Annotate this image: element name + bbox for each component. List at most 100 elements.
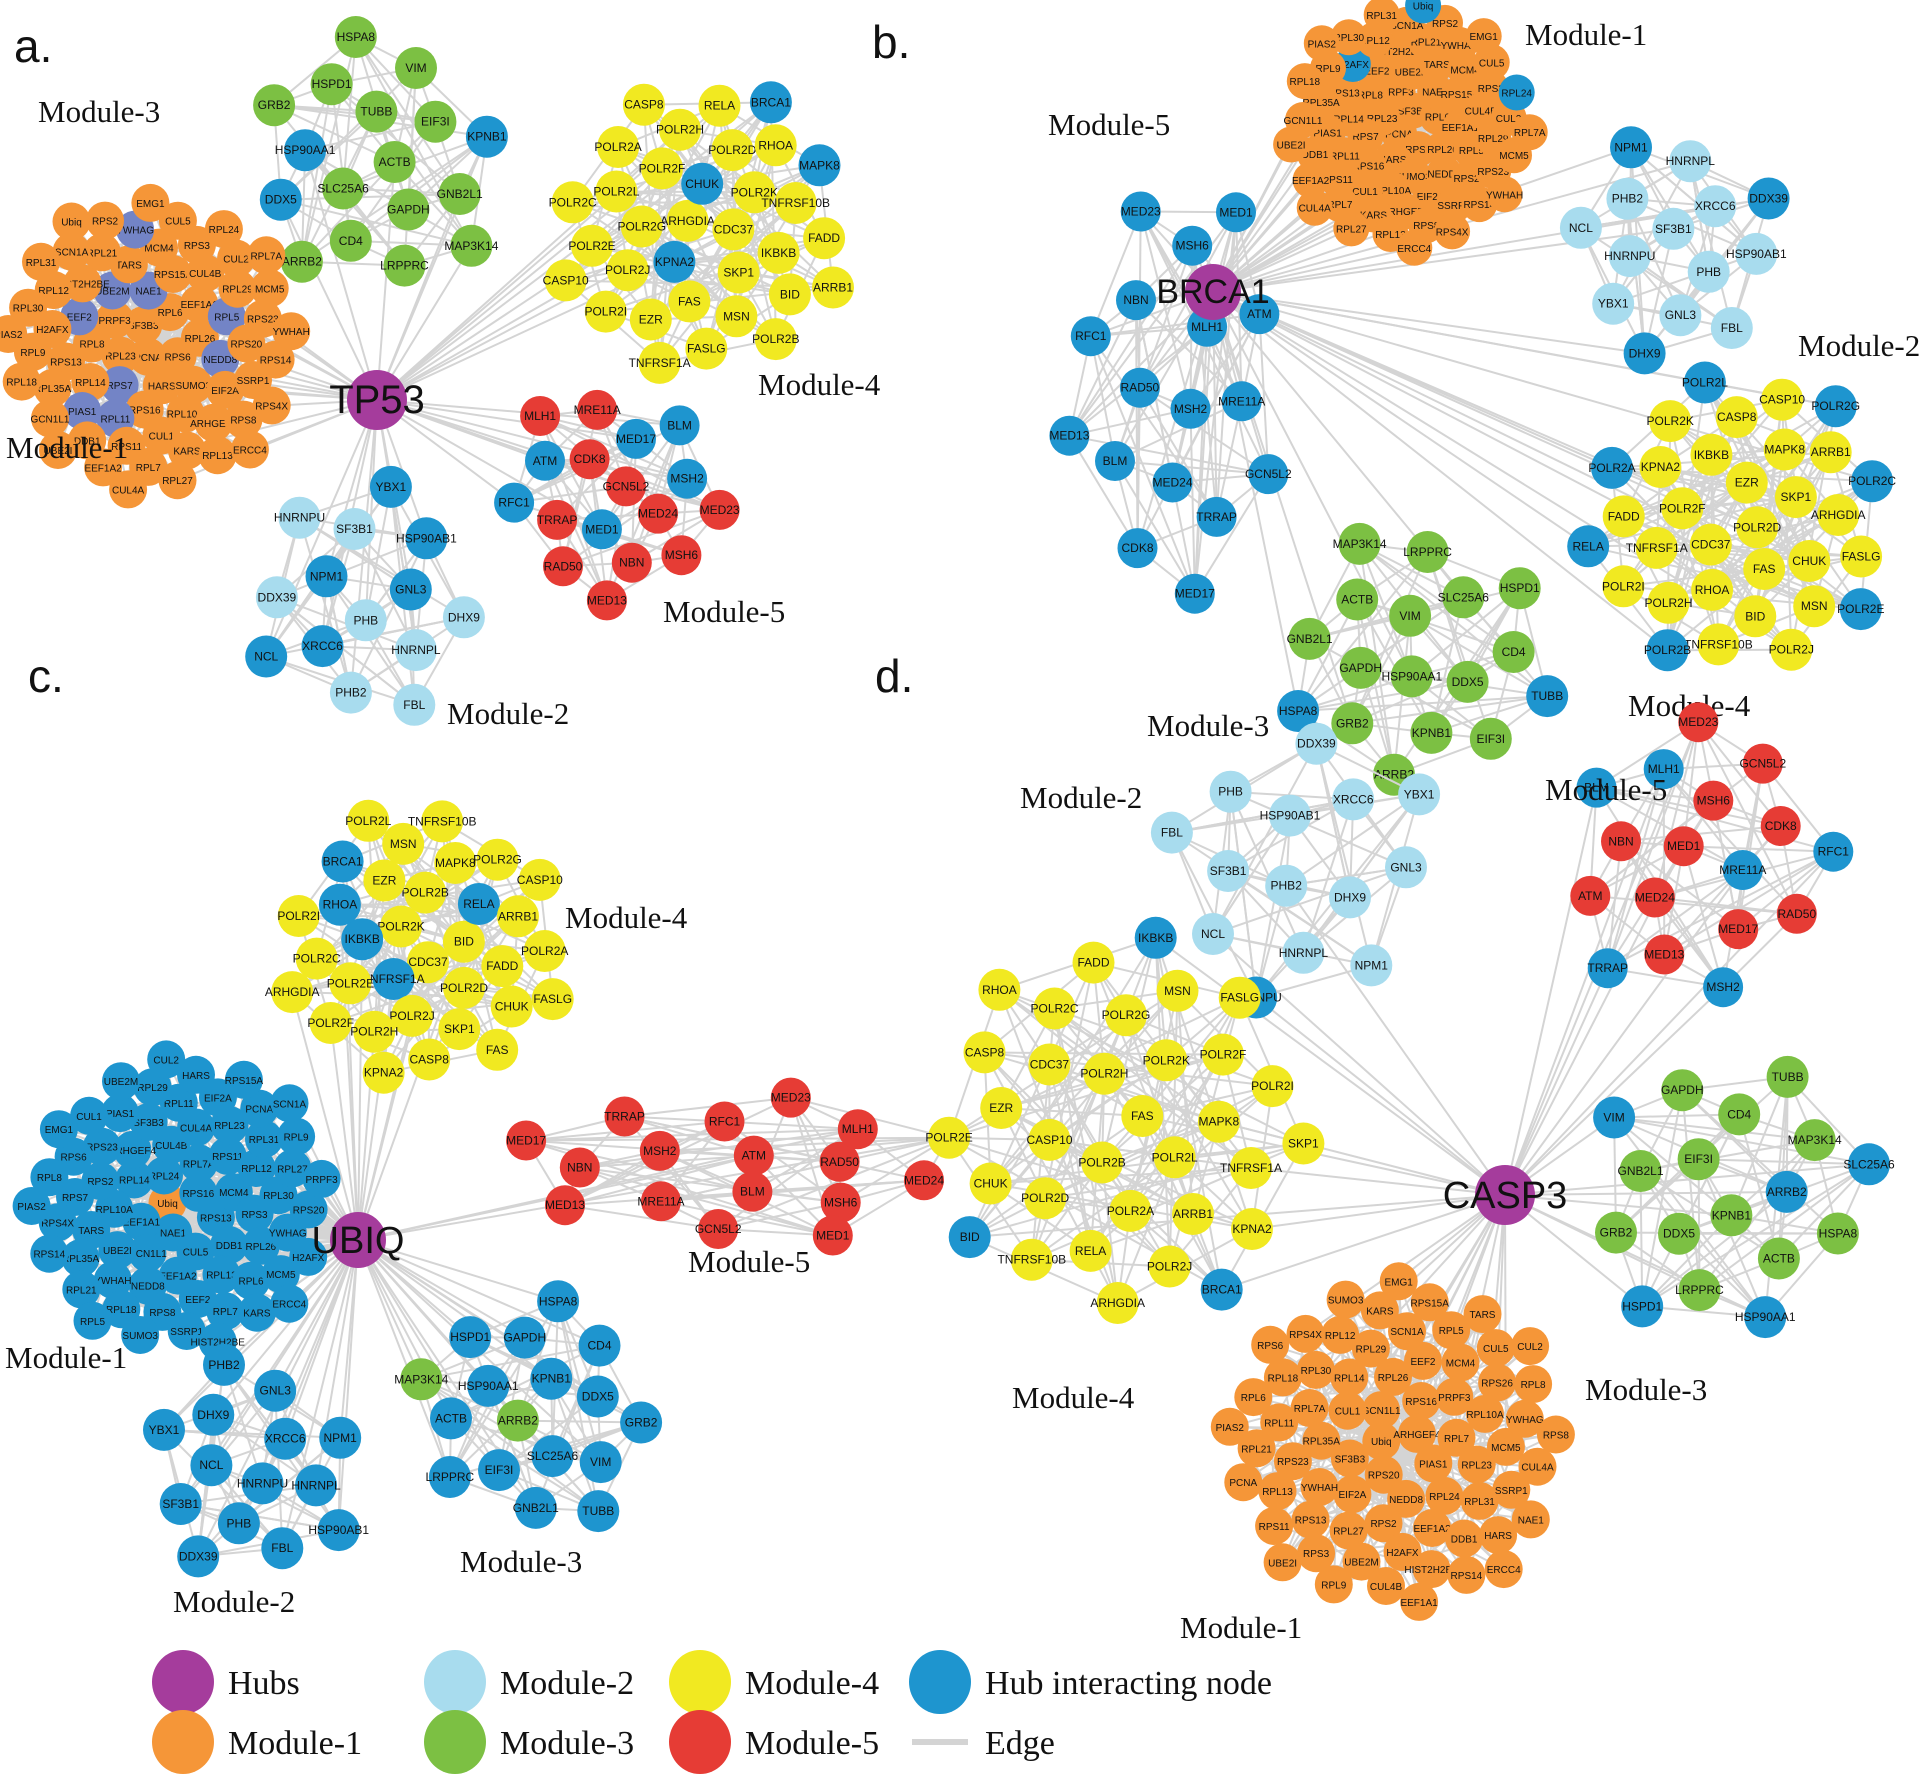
node-FASLG[interactable]	[685, 327, 728, 370]
node-GNB2L1[interactable]	[438, 173, 481, 215]
node-MED1[interactable]	[1216, 192, 1256, 233]
node-MAP3K14[interactable]	[1338, 522, 1381, 565]
node-MAPK8[interactable]	[1763, 428, 1806, 471]
node-RPS4X[interactable]	[252, 386, 291, 425]
node-EIF3I[interactable]	[414, 100, 457, 143]
node-POLR2C[interactable]	[1851, 460, 1894, 503]
node-HNRNPU[interactable]	[1608, 235, 1651, 278]
node-SCN1A[interactable]	[52, 232, 91, 271]
node-DDX5[interactable]	[1446, 660, 1489, 703]
node-RPL18[interactable]	[2, 362, 41, 401]
node-CD4[interactable]	[329, 219, 372, 262]
node-RPL18[interactable]	[1286, 63, 1323, 100]
node-POLR2I[interactable]	[584, 290, 627, 333]
node-MSN[interactable]	[715, 295, 758, 338]
node-RHOA[interactable]	[1691, 568, 1734, 611]
node-ARRB2[interactable]	[280, 240, 323, 283]
node-MAP3K14[interactable]	[450, 224, 493, 267]
node-MED13[interactable]	[1049, 415, 1090, 456]
node-KARS[interactable]	[168, 431, 206, 470]
node-POLR2G[interactable]	[1814, 385, 1857, 428]
node-HSPA8[interactable]	[1277, 690, 1320, 732]
node-IKBKB[interactable]	[1690, 433, 1733, 476]
node-POLR2D[interactable]	[711, 129, 754, 172]
node-POLR2L[interactable]	[595, 170, 638, 213]
node-TNFRSF10B[interactable]	[774, 182, 817, 224]
node-CUL2[interactable]	[217, 239, 256, 278]
node-HSPA8[interactable]	[334, 16, 377, 58]
node-TUBB[interactable]	[355, 90, 398, 133]
node-DHX9[interactable]	[1623, 332, 1666, 375]
node-MSN[interactable]	[1793, 585, 1836, 628]
node-TRRAP[interactable]	[537, 499, 578, 540]
node-UBE2I[interactable]	[39, 431, 77, 469]
node-EIF3I[interactable]	[1469, 717, 1512, 760]
node-TRRAP[interactable]	[1196, 496, 1237, 537]
node-RPL27[interactable]	[158, 461, 197, 500]
node-CASP8[interactable]	[1715, 396, 1758, 439]
node-NPM1[interactable]	[305, 555, 348, 598]
node-PHB2[interactable]	[1606, 177, 1649, 220]
node-PHB[interactable]	[1687, 250, 1730, 293]
node-BID[interactable]	[1734, 595, 1777, 638]
node-EEF1A2[interactable]	[1292, 162, 1329, 198]
node-RPL35A[interactable]	[33, 368, 72, 407]
node-CASP10[interactable]	[1761, 378, 1804, 421]
node-SKP1[interactable]	[717, 251, 760, 294]
node-GNB2L1[interactable]	[1288, 617, 1331, 660]
node-DDX39[interactable]	[1747, 177, 1790, 220]
node-KPNA2[interactable]	[1639, 446, 1682, 488]
node-RPL31[interactable]	[1363, 0, 1400, 33]
node-MED23[interactable]	[1120, 191, 1161, 232]
node-POLR2B[interactable]	[1646, 629, 1689, 672]
node-FADD[interactable]	[803, 217, 846, 260]
node-SF3B1[interactable]	[1652, 207, 1695, 250]
node-MCM5[interactable]	[250, 269, 289, 308]
node-FADD[interactable]	[1602, 495, 1645, 538]
node-GAPDH[interactable]	[1339, 646, 1382, 689]
node-YWHAH[interactable]	[1486, 176, 1523, 213]
node-VIM[interactable]	[395, 47, 437, 89]
node-RPS14[interactable]	[256, 340, 295, 379]
node-BRCA1[interactable]	[749, 81, 792, 124]
node-HSP90AA1[interactable]	[1390, 655, 1433, 698]
node-DDX39[interactable]	[255, 576, 298, 619]
node-POLR2L[interactable]	[1683, 361, 1726, 404]
node-RELA[interactable]	[698, 84, 741, 127]
node-FBL[interactable]	[1710, 307, 1753, 349]
node-CUL4A[interactable]	[109, 470, 148, 509]
hub-BRCA1[interactable]	[1185, 264, 1241, 320]
node-UBE2I[interactable]	[1273, 126, 1310, 163]
node-POLR2J[interactable]	[1770, 628, 1813, 671]
node-FAS[interactable]	[1743, 548, 1786, 590]
node-POLR2H[interactable]	[1647, 581, 1690, 624]
node-POLR2B[interactable]	[754, 318, 797, 361]
node-MSH2[interactable]	[1170, 388, 1211, 429]
node-PHB2[interactable]	[329, 671, 372, 714]
node-RPL7A[interactable]	[247, 236, 286, 275]
node-ARHGDIA[interactable]	[666, 199, 709, 242]
node-CUL4A[interactable]	[1296, 189, 1333, 226]
node-RPS2[interactable]	[86, 201, 124, 240]
node-ARHGEF4[interactable]	[194, 403, 233, 442]
node-MAPK8[interactable]	[798, 144, 841, 187]
node-PIAS2[interactable]	[0, 315, 28, 353]
node-POLR2K[interactable]	[1649, 400, 1692, 443]
node-GCN5L2[interactable]	[606, 466, 646, 507]
node-TUBB[interactable]	[1526, 675, 1569, 718]
node-NCL[interactable]	[1559, 206, 1602, 249]
node-POLR2A[interactable]	[1591, 446, 1633, 489]
node-HNRNPL[interactable]	[394, 629, 437, 672]
node-ATM[interactable]	[1239, 294, 1280, 335]
node-RPL30[interactable]	[1330, 19, 1367, 56]
hub-TP53[interactable]	[347, 370, 407, 430]
node-RFC1[interactable]	[494, 482, 535, 523]
node-KPNA2[interactable]	[653, 240, 696, 283]
node-RPL27[interactable]	[1333, 210, 1370, 247]
node-HSP90AB1[interactable]	[405, 517, 448, 560]
node-PCNA[interactable]	[129, 337, 167, 376]
node-TNFRSF10B[interactable]	[1697, 623, 1740, 666]
node-KPNB1[interactable]	[465, 115, 508, 158]
node-RPS4X[interactable]	[1434, 213, 1471, 250]
node-PHB[interactable]	[344, 599, 387, 642]
